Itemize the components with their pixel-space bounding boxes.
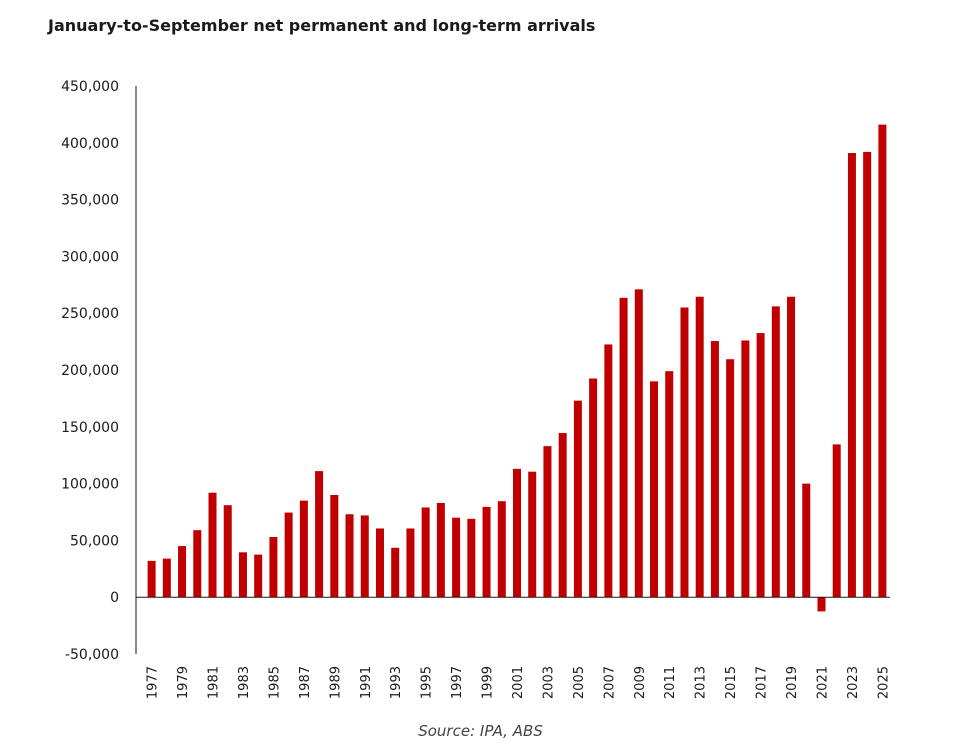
x-tick-label: 1981 [207,666,222,699]
x-tick-label: 2023 [846,666,861,699]
bar [710,341,719,598]
bar [436,502,445,598]
bar [802,483,811,598]
bar [863,151,872,598]
y-tick-label: 400,000 [61,136,119,152]
bar [695,296,704,598]
bar [269,536,278,598]
x-tick-label: 1987 [298,666,313,699]
bar [558,433,567,598]
x-tick-label: 2003 [541,666,556,699]
bar [208,492,217,598]
x-tick-label: 2001 [511,666,526,699]
y-tick-label: 150,000 [61,420,119,436]
bar [330,494,339,598]
bar [847,153,856,598]
bar [452,517,461,598]
bar [315,471,324,598]
chart-title: January-to-September net permanent and l… [48,16,596,35]
bar [771,306,780,598]
source-label: Source: [418,722,476,740]
bar [650,381,659,598]
y-tick-label: -50,000 [65,647,119,663]
y-tick-label: 250,000 [61,306,119,322]
bar [147,560,156,598]
bar [543,446,552,598]
x-tick-label: 1995 [420,666,435,699]
x-tick-label: 2011 [663,666,678,699]
x-tick-label: 2007 [602,666,617,699]
y-tick-label: 300,000 [61,249,119,265]
bar [634,289,643,598]
bar [162,558,171,598]
x-tick-label: 1993 [389,666,404,699]
bar [680,307,689,598]
bar [573,400,582,598]
bar [787,296,796,598]
bar [345,514,354,598]
x-tick-label: 1979 [176,666,191,699]
bar [421,507,430,598]
bar [178,546,187,598]
bar [223,505,232,598]
y-tick-label: 450,000 [61,79,119,95]
y-tick-label: 0 [110,590,119,606]
bar [391,547,400,598]
bar [254,554,263,598]
bar [238,552,247,598]
bar [589,378,598,598]
bar [619,297,628,598]
y-tick-label: 50,000 [70,533,119,549]
x-tick-label: 2005 [572,666,587,699]
y-tick-label: 100,000 [61,477,119,493]
bar [741,340,750,598]
bar [604,344,613,598]
x-tick-label: 1977 [146,666,161,699]
x-tick-label: 1985 [267,666,282,699]
bar [665,371,674,598]
bar [832,444,841,598]
x-tick-label: 1991 [359,666,374,699]
bar [497,501,506,598]
source-text: IPA, ABS [479,722,543,740]
bars [147,124,887,612]
x-tick-label: 1999 [481,666,496,699]
x-axis: 1977 1979 1981 1983 1985 1987 1989 1991 1993 1995… [136,596,891,699]
x-tick-label: 1997 [450,666,465,699]
bar [406,528,415,598]
x-tick-label: 2009 [633,666,648,699]
bar [817,597,826,612]
bar [726,359,735,598]
x-tick-label: 2021 [815,666,830,699]
x-tick-label: 2025 [876,666,891,699]
bar [360,515,369,598]
x-tick-label: 1983 [237,666,252,699]
bar [299,500,308,598]
bar [528,471,537,598]
bar [193,530,202,598]
y-axis: -50,000 0 50,000 100,000 150,000 200,000 250,0… [61,79,137,663]
bar [467,518,476,598]
bar [284,512,293,598]
bar [513,468,521,598]
y-tick-label: 350,000 [61,193,119,209]
bar [375,528,384,598]
bar [482,506,491,598]
x-tick-label: 2013 [694,666,709,699]
x-tick-label: 2019 [785,666,800,699]
y-tick-label: 200,000 [61,363,119,379]
x-tick-label: 2015 [724,666,739,699]
x-tick-label: 2017 [755,666,770,699]
bar [756,333,765,598]
source-note: Source: IPA, ABS [0,722,961,740]
bar [878,124,887,598]
x-tick-label: 1989 [328,666,343,699]
